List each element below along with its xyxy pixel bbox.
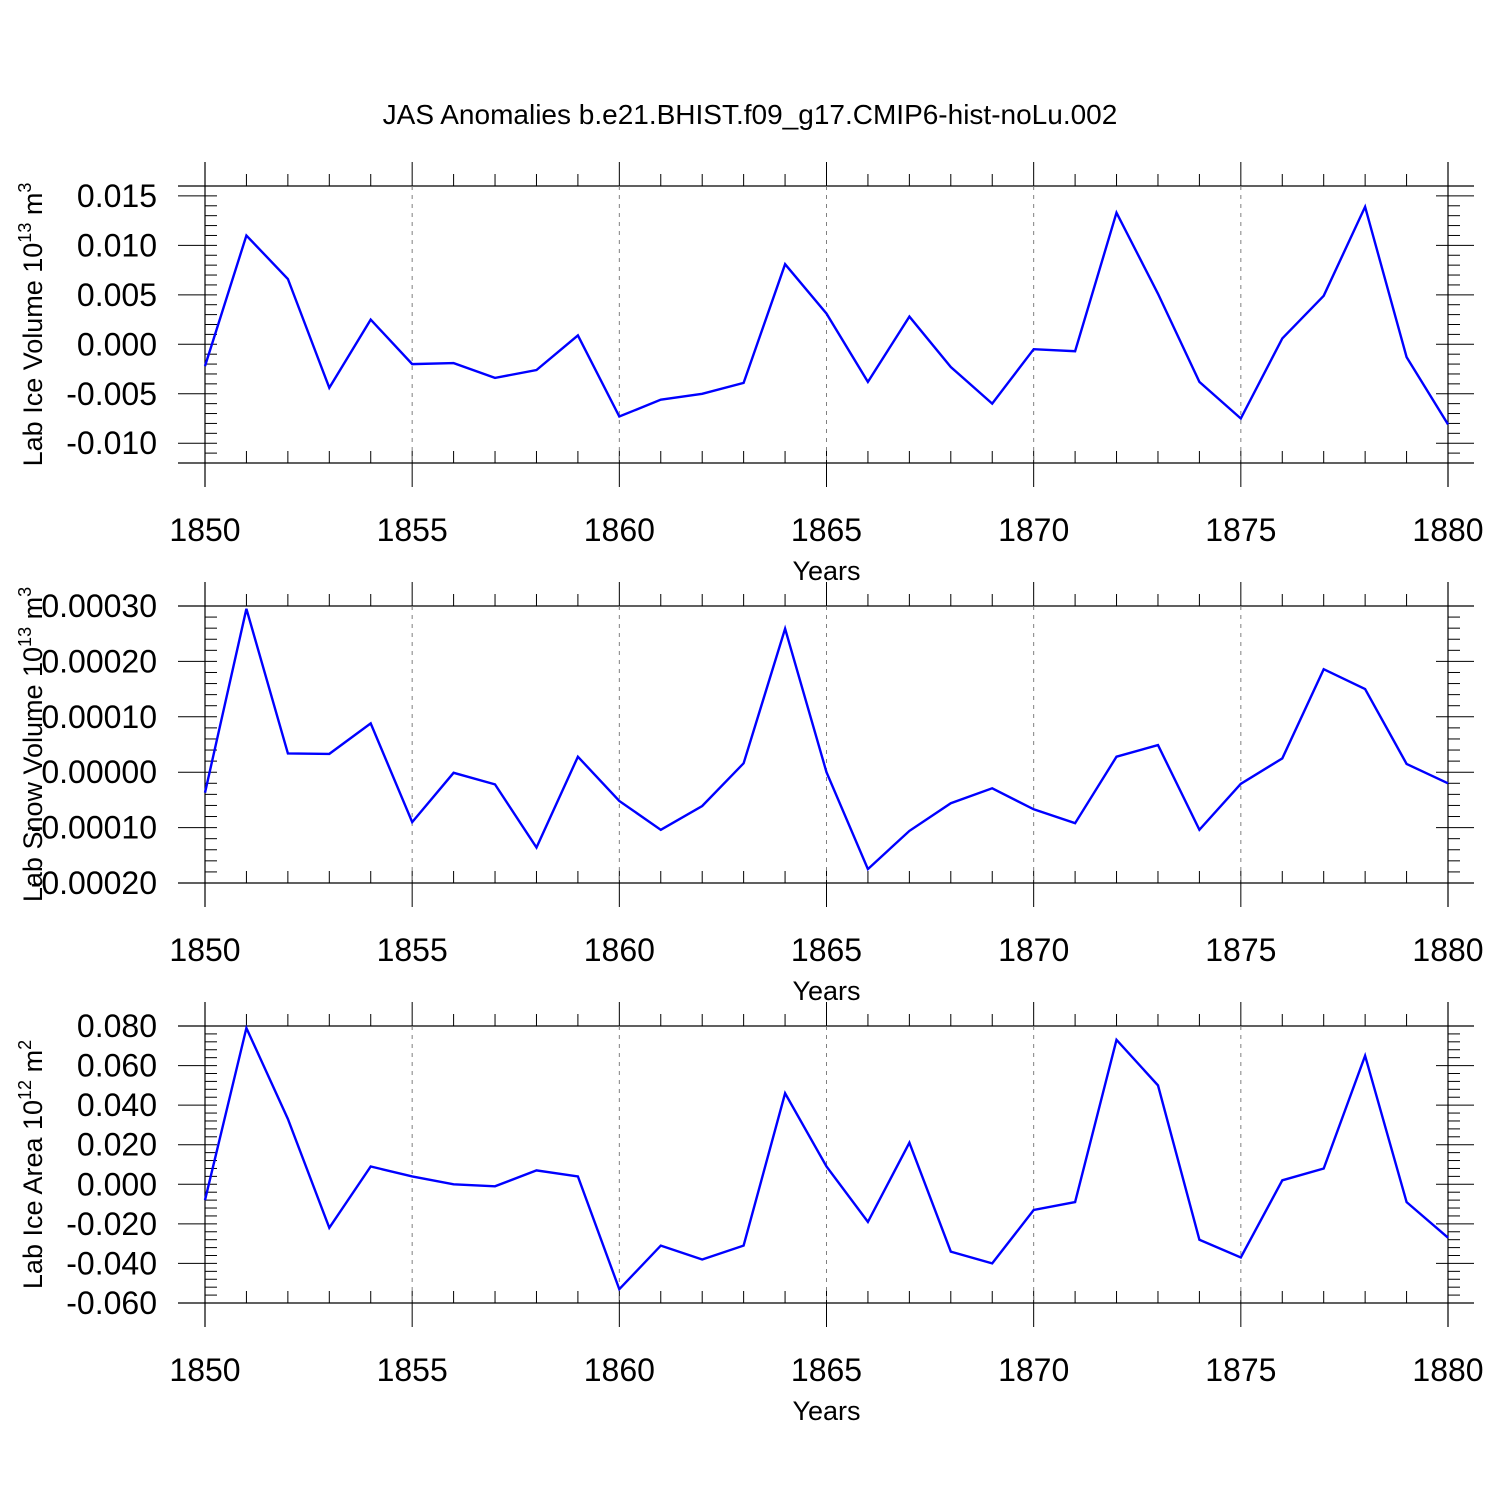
y-tick-label: 0.040 [77, 1087, 157, 1123]
y-tick-label: -0.010 [66, 425, 157, 461]
x-tick-label: 1860 [584, 512, 655, 548]
panels: 1850 1855 1860 1865 1870 1875 1880 -0.010 -0.005… [15, 162, 1484, 1426]
x-tick-label: 1850 [169, 512, 240, 548]
panel-2: 1850 1855 1860 1865 1870 1875 1880 -0.00020 -0.0… [15, 582, 1484, 1006]
y-tick-label: 0.005 [77, 277, 157, 313]
y-tick-label: 0.080 [77, 1008, 157, 1044]
y-tick-label: -0.040 [66, 1245, 157, 1281]
x-tick-label: 1860 [584, 932, 655, 968]
y-tick-label: 0.060 [77, 1048, 157, 1084]
x-tick-label: 1860 [584, 1352, 655, 1388]
x-tick-label: 1850 [169, 1352, 240, 1388]
x-tick-label: 1870 [998, 932, 1069, 968]
y-axis-label: Lab Ice Area 1012 m2 [15, 1040, 48, 1289]
panel-1: 1850 1855 1860 1865 1870 1875 1880 -0.010 -0.005… [15, 162, 1484, 586]
x-tick-label: 1880 [1412, 1352, 1483, 1388]
series-line [203, 203, 1450, 426]
x-tick-label: 1855 [377, 1352, 448, 1388]
panel-3: 1850 1855 1860 1865 1870 1875 1880 -0.060 -0.040… [15, 1002, 1484, 1426]
y-tick-label: 0.000 [77, 326, 157, 362]
x-tick-label: 1865 [791, 512, 862, 548]
chart-title: JAS Anomalies b.e21.BHIST.f09_g17.CMIP6-… [383, 99, 1118, 130]
y-tick-label: 0.000 [77, 1166, 157, 1202]
y-tick-label: -0.060 [66, 1285, 157, 1321]
x-tick-label: 1875 [1205, 512, 1276, 548]
y-tick-label: 0.00010 [41, 699, 157, 735]
y-tick-label: 0.020 [77, 1127, 157, 1163]
x-tick-label: 1865 [791, 932, 862, 968]
y-tick-label: -0.005 [66, 376, 157, 412]
series-line [203, 608, 1449, 872]
x-tick-label: 1870 [998, 1352, 1069, 1388]
x-axis-label: Years [792, 1396, 860, 1426]
y-tick-label: -0.00020 [31, 865, 157, 901]
series-line [203, 1024, 1449, 1292]
x-tick-label: 1875 [1205, 932, 1276, 968]
y-tick-label: -0.020 [66, 1206, 157, 1242]
x-tick-label: 1855 [377, 932, 448, 968]
x-tick-label: 1865 [791, 1352, 862, 1388]
x-tick-label: 1875 [1205, 1352, 1276, 1388]
y-tick-label: 0.010 [77, 227, 157, 263]
y-tick-label: 0.00020 [41, 643, 157, 679]
y-axis-label: Lab Ice Volume 1013 m3 [15, 183, 48, 467]
x-tick-label: 1855 [377, 512, 448, 548]
x-tick-label: 1880 [1412, 512, 1483, 548]
y-tick-label: 0.00000 [41, 754, 157, 790]
x-axis-label: Years [792, 556, 860, 586]
y-axis-label: Lab Snow Volume 1013 m3 [15, 587, 48, 902]
y-tick-label: -0.00010 [31, 810, 157, 846]
x-tick-label: 1880 [1412, 932, 1483, 968]
x-tick-label: 1850 [169, 932, 240, 968]
y-tick-label: 0.00030 [41, 588, 157, 624]
x-tick-label: 1870 [998, 512, 1069, 548]
y-tick-label: 0.015 [77, 178, 157, 214]
x-axis-label: Years [792, 976, 860, 1006]
